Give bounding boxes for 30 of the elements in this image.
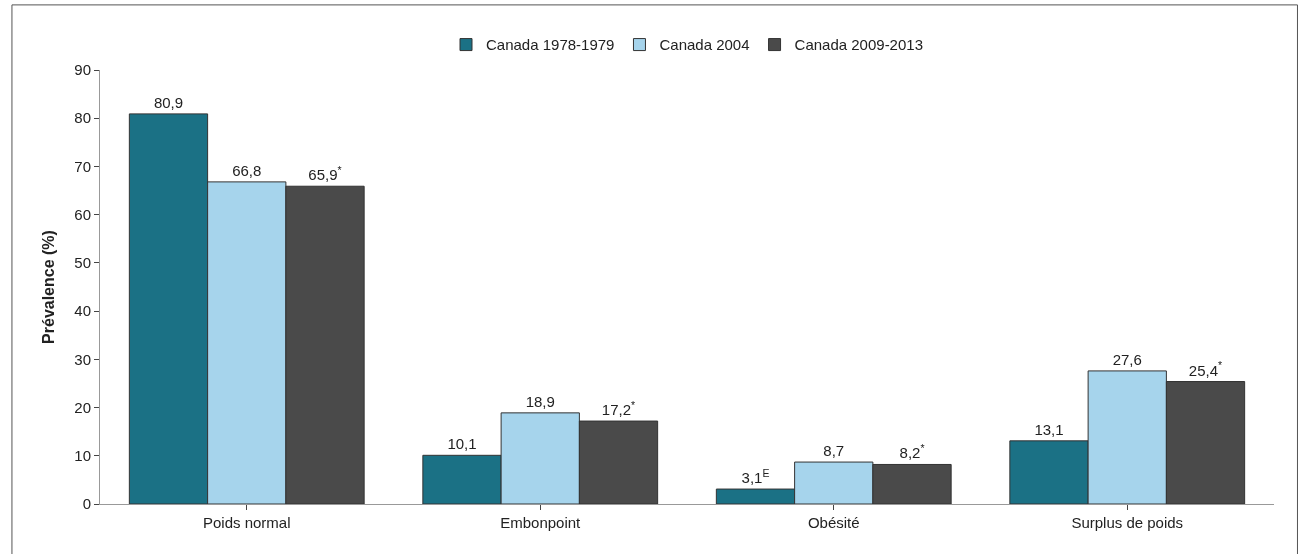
y-tick-label: 50 (74, 254, 91, 272)
y-tick-label: 70 (74, 157, 91, 175)
data-label: 13,1 (1034, 420, 1064, 438)
y-tick-label: 40 (74, 302, 91, 320)
data-label: 8,7 (823, 442, 845, 460)
y-axis-title: Prévalence (%) (40, 230, 58, 344)
data-label: 17,2$^{*}$ (601, 398, 636, 419)
x-tick-label: Surplus de poids (1071, 514, 1184, 531)
data-label: 10,1 (447, 435, 477, 453)
legend-label: Canada 2004 (659, 36, 750, 54)
y-tick-label: 60 (74, 205, 91, 223)
y-tick-label: 90 (74, 61, 91, 79)
x-tick-label: Obésité (807, 514, 860, 531)
data-label: 25,4$^{*}$ (1188, 359, 1223, 379)
data-label: 65,9$^{*}$ (308, 163, 342, 184)
y-tick-label: 20 (74, 398, 91, 416)
legend-label: Canada 1978-1979 (486, 36, 615, 54)
y-tick-label: 80 (74, 109, 91, 127)
data-label: 80,9 (153, 93, 184, 111)
data-label: 18,9 (525, 392, 555, 410)
x-tick-label: Poids normal (202, 514, 291, 531)
data-label: 8,2$^{*}$ (899, 442, 925, 462)
data-label: 66,8 (232, 161, 262, 179)
data-label: 3,1$^{E}$ (741, 466, 770, 487)
x-tick-label: Embonpoint (500, 514, 582, 531)
data-label: 27,6 (1112, 350, 1142, 368)
y-tick-label: 10 (74, 447, 91, 465)
y-tick-label: 0 (82, 495, 91, 513)
legend-label: Canada 2009-2013 (794, 36, 923, 54)
y-tick-label: 30 (74, 350, 91, 368)
